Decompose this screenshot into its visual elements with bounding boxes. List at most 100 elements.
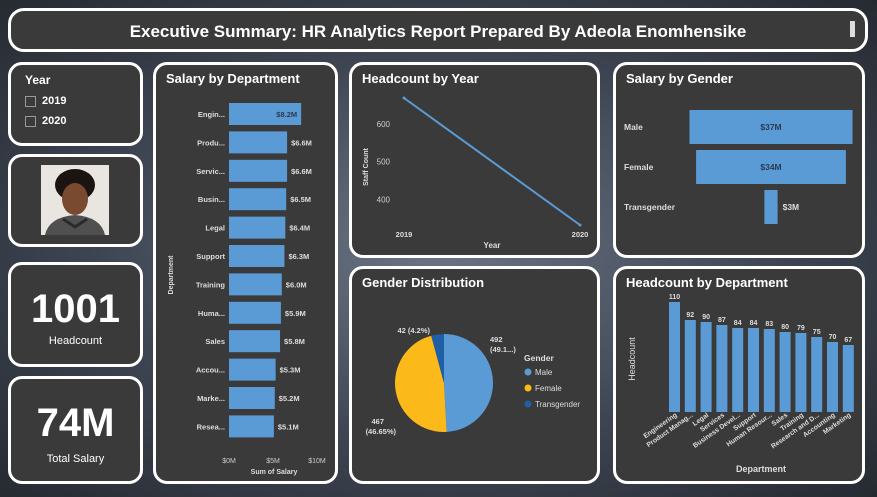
dept-headcount-bar-research-and-d [811, 337, 823, 412]
dept-salary-value-label: $6.6M [291, 138, 312, 147]
total-salary-kpi-card: 74M Total Salary [8, 376, 143, 484]
dept-headcount-y-axis-label: Headcount [627, 337, 637, 381]
year-2019-checkbox[interactable] [25, 95, 36, 107]
dept-headcount-value-label: 75 [813, 329, 821, 336]
dept-salary-bar-engin [229, 103, 302, 125]
salary-by-gender-title: Salary by Gender [626, 71, 733, 86]
gender-salary-category-label: Male [624, 122, 643, 132]
gender-female-label-pct: (46.65%) [366, 427, 397, 436]
dept-salary-bar-training [229, 273, 282, 296]
dept-headcount-value-label: 92 [686, 312, 694, 319]
gender-transgender-label: 42 (4.2%) [397, 326, 430, 335]
total-salary-value: 74M [36, 401, 115, 445]
year-slicer-title: Year [25, 73, 51, 87]
dept-headcount-bar-engineering [669, 302, 680, 412]
headcount-kpi-card: 1001 Headcount [8, 262, 143, 367]
gender-slice-transgender [431, 334, 444, 383]
headcount-year-x-axis-label: Year [484, 241, 501, 250]
gender-distribution-title: Gender Distribution [362, 275, 485, 290]
dept-salary-category-label: Training [196, 280, 226, 289]
dept-salary-category-label: Servic... [196, 167, 225, 176]
dept-salary-category-label: Busin... [198, 195, 225, 204]
gender-salary-bar-male [689, 110, 853, 144]
dept-headcount-value-label: 110 [669, 294, 680, 301]
headcount-year-x-tick: 2020 [572, 230, 589, 239]
dept-salary-category-label: Marke... [197, 394, 225, 403]
salary-by-department-card: Salary by Department Engin... $8.2M Produ.… [153, 62, 338, 484]
year-option-2020[interactable]: 2020 [25, 115, 66, 127]
year-2020-label: 2020 [42, 115, 67, 127]
dept-salary-bar-marke [229, 387, 275, 409]
gender-salary-category-label: Transgender [624, 202, 676, 212]
dept-headcount-x-axis-label: Department [736, 464, 786, 474]
headcount-by-department-title: Headcount by Department [626, 275, 788, 290]
gender-distribution-chart: 492(49.1...) 467(46.65%) 42 (4.2%) Gender Ma… [366, 326, 581, 436]
dept-headcount-bar-business-devel [732, 328, 744, 412]
dept-salary-bar-accou [229, 358, 276, 381]
headcount-year-y-tick: 600 [377, 120, 391, 129]
gender-salary-value-label: $3M [783, 202, 800, 212]
year-2020-checkbox[interactable] [25, 115, 36, 127]
dept-salary-category-label: Support [196, 252, 225, 261]
gender-male-label-count: 492 [490, 335, 503, 344]
gender-legend-marker-female [524, 384, 532, 392]
dept-salary-category-label: Produ... [197, 138, 225, 147]
scrollbar-handle[interactable] [850, 21, 855, 37]
year-option-2019[interactable]: 2019 [25, 95, 66, 107]
dept-headcount-bar-support [748, 328, 759, 412]
dept-salary-value-label: $5.2M [279, 394, 300, 403]
headcount-year-y-tick: 500 [377, 158, 391, 167]
dept-headcount-bar-accounting [827, 342, 838, 412]
dept-salary-bar-support [229, 245, 285, 267]
dept-salary-category-label: Resea... [197, 422, 225, 431]
dept-salary-x-tick: $5M [266, 458, 280, 465]
dept-headcount-bar-legal [700, 322, 712, 412]
gender-legend-marker-transgender [524, 400, 532, 408]
gender-legend-entry-transgender: Transgender [535, 400, 580, 409]
dept-headcount-value-label: 87 [718, 317, 726, 324]
dept-salary-x-tick: $10M [308, 458, 326, 465]
dept-salary-bar-busin [229, 188, 287, 211]
gender-slice-male [444, 334, 493, 432]
dept-headcount-bar-sales [779, 332, 791, 412]
gender-salary-category-label: Female [624, 162, 654, 172]
dept-salary-x-axis-label: Sum of Salary [251, 469, 298, 476]
dept-salary-bar-servic [229, 159, 288, 182]
gender-legend-entry-female: Female [535, 384, 562, 393]
headcount-by-year-chart: 600 500 400 2019 2020 Year Staff Count [363, 96, 589, 250]
headcount-by-year-card: Headcount by Year 600 500 400 2019 2020 Year S… [349, 62, 600, 258]
dept-headcount-bar-training [795, 333, 807, 412]
dept-salary-category-label: Legal [205, 224, 225, 233]
gender-female-label-count: 467 [371, 417, 384, 426]
headcount-year-x-tick: 2019 [396, 230, 413, 239]
salary-by-department-chart: Engin... $8.2M Produ... $6.6M Servic... $6.6M… [168, 103, 326, 476]
dept-headcount-value-label: 83 [765, 321, 773, 328]
gender-male-label-pct: (49.1...) [490, 345, 516, 354]
headcount-label: Headcount [48, 335, 103, 347]
dept-headcount-bar-product-manag [684, 320, 696, 412]
dept-headcount-bar-marketing [842, 345, 854, 412]
gender-salary-value-label: $34M [760, 162, 781, 172]
dept-headcount-value-label: 70 [829, 334, 837, 341]
dept-salary-bar-resea [229, 415, 274, 438]
dept-salary-x-tick: $0M [222, 458, 236, 465]
gender-salary-bar-female [696, 150, 846, 184]
dept-salary-bar-huma [229, 301, 281, 324]
gender-legend-marker-male [524, 368, 532, 376]
dept-salary-value-label: $5.1M [278, 422, 299, 431]
year-2019-label: 2019 [42, 95, 67, 107]
headcount-value: 1001 [31, 287, 120, 331]
year-slicer: Year 2019 2020 [8, 62, 143, 146]
profile-photo-card [8, 154, 143, 247]
dept-salary-bar-sales [229, 330, 281, 353]
headcount-year-point-2020 [578, 223, 582, 227]
dept-salary-category-label: Sales [205, 337, 225, 346]
dept-salary-value-label: $6.6M [291, 167, 312, 176]
total-salary-label: Total Salary [46, 453, 105, 465]
headcount-by-year-title: Headcount by Year [362, 71, 479, 86]
dept-salary-value-label: $6.0M [286, 280, 307, 289]
gender-legend-title: Gender [524, 353, 554, 363]
report-title-bar: Executive Summary: HR Analytics Report P… [8, 8, 868, 52]
dept-salary-value-label: $6.5M [290, 195, 311, 204]
